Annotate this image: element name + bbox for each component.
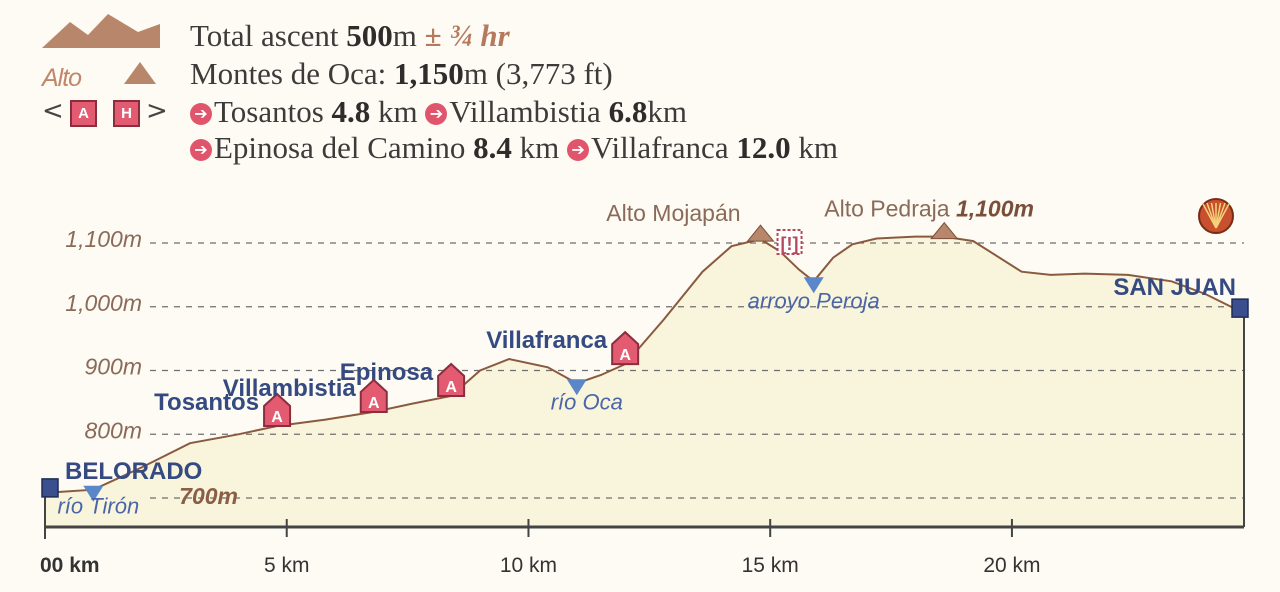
town-label: BELORADO — [65, 458, 202, 485]
x-tick-label: 5 km — [264, 554, 310, 577]
distance-km: 6.8 — [608, 94, 648, 129]
hostel-icon-letter: A — [445, 379, 457, 396]
x-tick-label: 15 km — [742, 554, 799, 577]
river-label: río Tirón — [57, 494, 139, 519]
arrow-right-icon: ➔ — [190, 103, 212, 125]
hostel-icon-letter: A — [619, 347, 631, 364]
hostel-h-icon: H — [113, 100, 140, 127]
summit-unit: m (3,773 ft) — [463, 56, 613, 91]
profile-area — [45, 236, 1244, 527]
hostel-a-icon: A — [70, 100, 97, 127]
distance-km: 4.8 — [331, 94, 371, 129]
summit-icon — [930, 221, 959, 240]
ascent-line: Total ascent 500m ± ¾ hr — [190, 18, 510, 54]
pilgrim-shell-ray — [1215, 202, 1231, 229]
river-label: río Oca — [551, 389, 623, 414]
arrow-right-icon: ➔ — [190, 139, 212, 161]
hostel-icon — [263, 392, 292, 427]
x-tick-label: 20 km — [983, 554, 1040, 577]
river-label: arroyo Peroja — [748, 288, 880, 313]
alto-legend-label: Alto — [42, 64, 82, 92]
hostel-icon — [611, 330, 640, 366]
summit-icon — [746, 224, 775, 242]
summit-line: Montes de Oca: 1,150m (3,773 ft) — [190, 56, 613, 92]
alto-summit-icon — [124, 62, 156, 84]
y-tick-label: 1,000m — [65, 290, 142, 316]
hostel-icon-letter: A — [271, 409, 283, 426]
town-label: Villambistia — [223, 375, 357, 402]
river-marker-icon — [566, 379, 587, 396]
town-label: Villafranca — [486, 327, 608, 354]
y-tick-label: 1,100m — [65, 226, 142, 252]
summit-value: 1,150 — [394, 56, 464, 91]
arrow-right-icon: ➔ — [425, 103, 448, 125]
river-marker-icon — [83, 485, 104, 502]
x-tick-label: 10 km — [500, 554, 557, 577]
town-label: Epinosa — [340, 359, 434, 386]
profile-line — [44, 235, 1245, 494]
y-tick-label: 800m — [84, 417, 142, 443]
distance-unit: km — [511, 130, 560, 165]
distance-unit: km — [790, 130, 838, 165]
distance-line-2: ➔ Epinosa del Camino 8.4 km ➔ Villafranca … — [190, 130, 838, 166]
town-label: Tosantos — [154, 389, 259, 416]
ascent-prefix: Total ascent — [190, 18, 339, 53]
distance-unit: km — [647, 94, 687, 129]
ascent-mountain-icon — [42, 14, 160, 48]
summit-label: Alto Mojapán — [606, 200, 740, 226]
arrow-right-icon: ➔ — [567, 139, 590, 161]
distance-place: Villambistia — [449, 94, 601, 129]
x-tick-label: 00 km — [40, 554, 100, 577]
warning-icon — [776, 229, 803, 255]
bracket-close: > — [146, 96, 168, 126]
distance-line-1: ➔ Tosantos 4.8 km ➔ Villambistia 6.8km — [190, 94, 687, 130]
river-marker-icon — [803, 277, 824, 294]
summit-label: Alto Pedraja 1,100m — [824, 196, 1034, 222]
summit-name: Montes de Oca: — [190, 56, 387, 91]
summit-elevation: 1,100m — [950, 196, 1034, 222]
ascent-value: 500 — [346, 18, 393, 53]
ascent-unit: m — [392, 18, 417, 53]
distance-place: Tosantos — [214, 94, 324, 129]
legend-header: Total ascent 500m ± ¾ hr Alto Montes de … — [0, 0, 1280, 175]
distance-unit: km — [370, 94, 418, 129]
distance-place: Epinosa del Camino — [214, 130, 466, 165]
hostel-icon-letter: A — [368, 395, 380, 412]
y-tick-label: 900m — [84, 354, 142, 380]
town-label: SAN JUAN — [1113, 274, 1236, 301]
ascent-time: ± ¾ hr — [424, 18, 510, 53]
town-square-icon — [1231, 298, 1249, 318]
distance-km: 8.4 — [473, 130, 512, 165]
warning-label: [!] — [781, 234, 799, 254]
y-tick-label: 700m — [179, 483, 238, 509]
town-square-icon — [41, 478, 59, 498]
distance-place: Villafranca — [591, 130, 729, 165]
bracket-open: < — [42, 96, 64, 126]
hostel-icon — [437, 362, 466, 397]
hostel-icon — [359, 378, 388, 413]
distance-km: 12.0 — [736, 130, 791, 165]
